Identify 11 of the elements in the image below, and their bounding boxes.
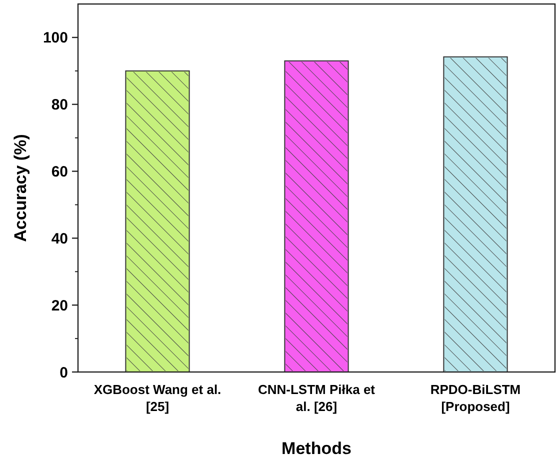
y-axis-title: Accuracy (%) xyxy=(11,134,30,242)
x-axis-title: Methods xyxy=(282,439,352,458)
y-tick-label: 60 xyxy=(51,164,68,181)
y-tick-label: 80 xyxy=(51,96,68,114)
x-tick-label: XGBoost Wang et al. [25] xyxy=(94,382,222,414)
x-tick-label: CNN-LSTM Piłka et al. [26] xyxy=(258,382,376,414)
y-tick-label: 100 xyxy=(42,30,68,47)
x-tick-label: RPDO-BiLSTM [Proposed] xyxy=(430,382,521,414)
y-tick-label: 0 xyxy=(60,364,68,382)
y-tick-label: 40 xyxy=(51,230,68,248)
y-tick-label: 20 xyxy=(51,297,68,314)
